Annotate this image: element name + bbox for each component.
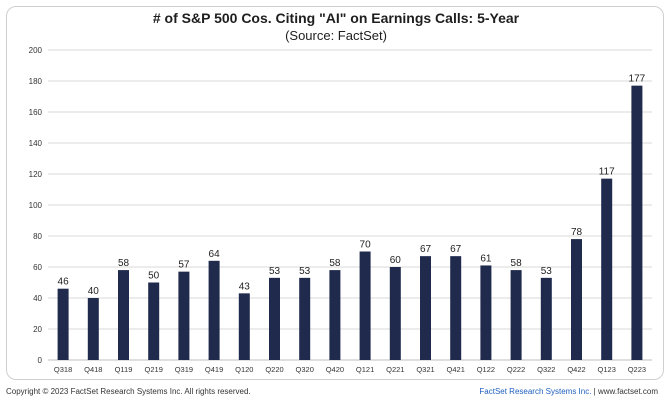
bar	[329, 270, 341, 360]
x-tick-label: Q123	[598, 365, 616, 374]
y-tick-label: 140	[29, 139, 43, 148]
bar	[238, 293, 250, 360]
data-label: 70	[360, 240, 372, 251]
bar	[118, 270, 129, 360]
bar	[510, 270, 522, 360]
bar	[450, 256, 462, 360]
bar	[420, 256, 431, 360]
data-label: 117	[599, 167, 615, 178]
x-tick-label: Q320	[296, 365, 314, 374]
chart-title: # of S&P 500 Cos. Citing "AI" on Earning…	[152, 10, 520, 26]
data-label: 60	[390, 255, 402, 266]
bar	[269, 277, 280, 360]
x-tick-label: Q422	[567, 365, 585, 374]
data-label: 61	[480, 253, 492, 264]
data-label: 58	[511, 258, 523, 269]
x-tick-label: Q421	[447, 365, 465, 374]
bar	[178, 271, 190, 360]
x-tick-label: Q220	[265, 365, 283, 374]
bar	[540, 277, 552, 360]
y-tick-label: 100	[29, 201, 43, 210]
data-label: 177	[629, 74, 646, 85]
x-tick-label: Q221	[386, 365, 404, 374]
x-tick-label: Q219	[145, 365, 163, 374]
bar	[299, 277, 311, 360]
x-tick-label: Q120	[235, 365, 253, 374]
x-tick-label: Q418	[84, 365, 102, 374]
y-tick-label: 80	[33, 232, 42, 241]
bar-chart: 0 20 40 60 80 100 120 140 160 180 200 46 Q318 40 Q418 5…	[29, 46, 652, 374]
x-tick-label: Q318	[54, 365, 72, 374]
footer-website[interactable]: www.factset.com	[597, 387, 658, 396]
data-label: 46	[58, 277, 70, 288]
bar	[480, 265, 492, 360]
bar	[87, 298, 99, 360]
x-tick-label: Q420	[326, 365, 344, 374]
bar	[631, 85, 643, 361]
data-label: 40	[88, 286, 100, 297]
data-label: 58	[329, 258, 341, 269]
data-label: 58	[118, 258, 130, 269]
x-tick-label: Q119	[115, 365, 133, 374]
x-tick-label: Q322	[537, 365, 555, 374]
data-label: 78	[571, 227, 583, 238]
bar	[359, 251, 371, 360]
data-label: 67	[420, 244, 432, 255]
y-tick-label: 60	[33, 263, 42, 272]
bar	[571, 239, 582, 360]
footer-brand: FactSet Research Systems Inc.	[479, 387, 592, 396]
x-tick-label: Q319	[175, 365, 193, 374]
bar	[601, 178, 613, 360]
x-tick-label: Q223	[628, 365, 646, 374]
data-label: 53	[269, 266, 281, 277]
footer-credit: FactSet Research Systems Inc. | www.fact…	[479, 387, 658, 396]
data-label: 50	[148, 271, 160, 282]
y-tick-label: 180	[29, 77, 43, 86]
footer-separator: |	[593, 387, 596, 396]
y-tick-label: 40	[33, 294, 42, 303]
y-tick-label: 120	[29, 170, 43, 179]
copyright-text: Copyright © 2023 FactSet Research System…	[6, 387, 251, 396]
bar	[389, 267, 401, 360]
data-label: 64	[209, 249, 221, 260]
x-tick-label: Q321	[416, 365, 434, 374]
bar	[208, 260, 220, 360]
y-tick-label: 20	[33, 325, 42, 334]
x-tick-label: Q222	[507, 365, 525, 374]
data-label: 57	[178, 260, 190, 271]
x-tick-label: Q419	[205, 365, 223, 374]
data-label: 43	[239, 281, 251, 292]
y-tick-label: 160	[29, 108, 43, 117]
x-tick-label: Q122	[477, 365, 495, 374]
data-label: 53	[299, 266, 311, 277]
chart-subtitle: (Source: FactSet)	[285, 28, 387, 43]
x-tick-label: Q121	[356, 365, 374, 374]
bar	[148, 282, 160, 360]
data-label: 67	[450, 244, 462, 255]
y-tick-label: 200	[29, 46, 43, 55]
y-tick-label: 0	[38, 356, 43, 365]
bar	[57, 288, 69, 360]
data-label: 53	[541, 266, 553, 277]
